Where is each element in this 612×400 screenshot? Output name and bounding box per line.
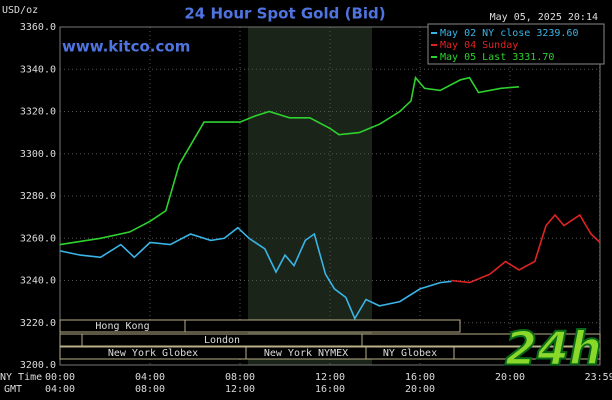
y-tick-label: 3300.0 <box>20 149 56 160</box>
watermark: 24h <box>505 322 602 376</box>
chart-title: 24 Hour Spot Gold (Bid) <box>184 5 385 23</box>
y-axis-label: USD/oz <box>2 5 38 16</box>
gmt-tick-label: 04:00 <box>45 384 75 395</box>
y-tick-label: 3280.0 <box>20 191 56 202</box>
x-tick-label: 16:00 <box>405 372 435 383</box>
gmt-tick-label: 08:00 <box>135 384 165 395</box>
y-tick-label: 3200.0 <box>20 360 56 371</box>
y-tick-label: 3260.0 <box>20 233 56 244</box>
plot-frame <box>59 26 601 366</box>
y-tick-label: 3360.0 <box>20 22 56 33</box>
session-label: New York Globex <box>108 348 198 359</box>
legend-label: May 05 Last 3331.70 <box>440 52 554 63</box>
x-tick-label: 04:00 <box>135 372 165 383</box>
legend <box>427 23 605 65</box>
session-bar <box>365 346 455 360</box>
session-bar <box>59 319 186 333</box>
x-tick-label: 08:00 <box>225 372 255 383</box>
legend-label: May 02 NY close 3239.60 <box>440 28 578 39</box>
source: www.kitco.com <box>62 38 190 56</box>
series-line <box>451 213 601 284</box>
x-tick-label: 00:00 <box>45 372 75 383</box>
series-line <box>59 75 520 246</box>
session-label: NY Globex <box>383 348 437 359</box>
y-tick-label: 3320.0 <box>20 107 56 118</box>
x-tick-label: 23:59 <box>585 372 612 383</box>
session-label: London <box>204 335 240 346</box>
y-tick-label: 3220.0 <box>20 318 56 329</box>
session-bar <box>184 319 461 333</box>
legend-label: May 04 Sunday <box>440 40 518 51</box>
gmt-tick-label: 16:00 <box>315 384 345 395</box>
x-tick-label: 20:00 <box>495 372 525 383</box>
session-bar <box>59 333 83 347</box>
timestamp: May 05, 2025 20:14 <box>490 12 598 23</box>
session-bar <box>81 333 363 347</box>
session-label: New York NYMEX <box>264 348 348 359</box>
y-tick-label: 3240.0 <box>20 276 56 287</box>
x-axis-label: NY Time <box>0 372 42 383</box>
session-label: Hong Kong <box>95 321 149 332</box>
x2-axis-label: GMT <box>4 384 22 395</box>
x-tick-label: 12:00 <box>315 372 345 383</box>
y-tick-label: 3340.0 <box>20 64 56 75</box>
gmt-tick-label: 12:00 <box>225 384 255 395</box>
gmt-tick-label: 20:00 <box>405 384 435 395</box>
series-line <box>59 226 452 321</box>
